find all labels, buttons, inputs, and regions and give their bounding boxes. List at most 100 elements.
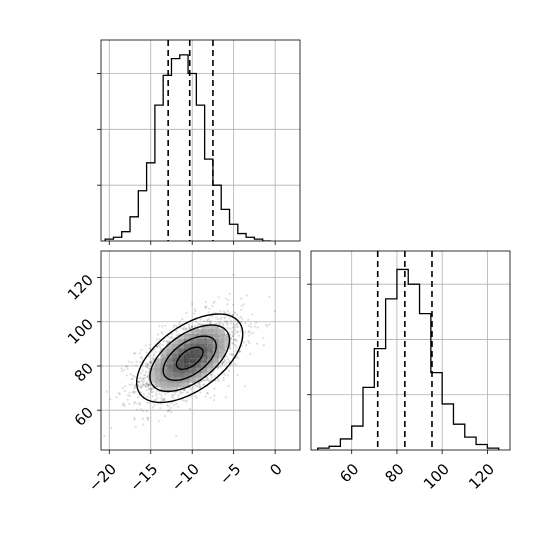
density-cell	[183, 343, 190, 349]
sample-point	[248, 330, 251, 333]
sample-point	[177, 393, 181, 396]
sample-point	[144, 362, 147, 365]
sample-point	[204, 306, 208, 309]
sample-point	[132, 391, 135, 394]
sample-point	[223, 358, 226, 362]
density-cell	[172, 353, 179, 359]
density-cell	[154, 377, 161, 383]
sample-point	[226, 323, 229, 326]
density-cell	[166, 372, 173, 378]
sample-point	[213, 300, 216, 303]
sample-point	[194, 309, 197, 313]
sample-point	[225, 361, 229, 364]
sample-point	[179, 390, 182, 393]
sample-point	[146, 384, 150, 387]
sample-point	[133, 390, 136, 393]
x-hist-histogram-step	[104, 54, 271, 241]
sample-point	[190, 326, 194, 329]
sample-point	[232, 323, 235, 326]
sample-point	[233, 325, 236, 329]
sample-point	[230, 353, 233, 356]
density-cell	[166, 363, 173, 368]
sample-point	[133, 387, 136, 390]
sample-point	[227, 384, 230, 388]
sample-point	[155, 338, 159, 341]
sample-point	[235, 322, 239, 326]
y-hist-histogram-step	[317, 268, 500, 450]
density-cell	[189, 338, 196, 344]
density-cell	[189, 348, 196, 354]
sample-point	[159, 342, 162, 345]
sample-point	[169, 402, 172, 405]
sample-point	[219, 321, 222, 324]
density-cell	[178, 348, 184, 354]
sample-point	[235, 346, 238, 349]
sample-point	[225, 322, 228, 325]
sample-point	[203, 319, 206, 323]
density-cell	[224, 343, 231, 349]
sample-point	[215, 316, 218, 319]
sample-point	[121, 403, 125, 406]
sample-point	[133, 386, 136, 389]
sample-point	[222, 310, 226, 313]
sample-point	[262, 344, 265, 347]
sample-point	[138, 380, 141, 383]
sample-point	[225, 320, 228, 323]
density-cell	[148, 372, 155, 378]
sample-point	[123, 404, 126, 408]
sample-point	[150, 388, 153, 391]
density-cell	[178, 363, 184, 368]
sample-point	[148, 453, 150, 455]
density-cell	[213, 324, 219, 330]
sample-point	[158, 392, 161, 396]
sample-point	[170, 335, 174, 338]
sample-point	[265, 325, 269, 328]
sample-point	[151, 391, 154, 394]
sample-point	[175, 334, 178, 337]
joint-xtick-label: −5	[216, 460, 244, 488]
sample-point	[236, 330, 239, 333]
density-cell	[172, 372, 179, 378]
sample-point	[146, 363, 150, 367]
sample-point	[173, 324, 176, 327]
density-cell	[172, 387, 179, 393]
sample-point	[146, 395, 149, 398]
sample-point	[128, 383, 131, 386]
sample-point	[143, 379, 146, 382]
sample-point	[247, 324, 250, 327]
sample-point	[273, 310, 276, 313]
sample-point	[135, 364, 138, 367]
density-cell	[207, 343, 214, 349]
sample-point	[226, 374, 229, 377]
sample-point	[117, 392, 120, 395]
sample-point	[170, 411, 173, 414]
sample-point	[249, 332, 252, 335]
sample-point	[236, 325, 239, 328]
sample-point	[211, 304, 214, 307]
sample-point	[163, 399, 166, 402]
sample-point	[156, 397, 159, 400]
sample-point	[150, 388, 153, 391]
sample-point	[240, 320, 243, 323]
density-cell	[178, 343, 184, 349]
sample-point	[235, 356, 239, 359]
sample-point	[133, 402, 136, 405]
sample-point	[190, 325, 193, 328]
sample-point	[222, 376, 225, 379]
sample-point	[253, 325, 256, 328]
sample-point	[131, 391, 134, 394]
sample-point	[206, 318, 209, 321]
density-cell	[166, 382, 173, 388]
sample-point	[219, 318, 222, 321]
sample-point	[81, 398, 83, 400]
sample-point	[138, 352, 141, 355]
density-cell	[201, 329, 208, 334]
sample-point	[208, 307, 211, 310]
density-cell	[207, 324, 214, 330]
sample-point	[147, 382, 150, 386]
density-cell	[172, 348, 179, 354]
sample-point	[224, 311, 227, 314]
sample-point	[235, 325, 238, 328]
sample-point	[240, 304, 243, 308]
sample-point	[160, 397, 163, 400]
